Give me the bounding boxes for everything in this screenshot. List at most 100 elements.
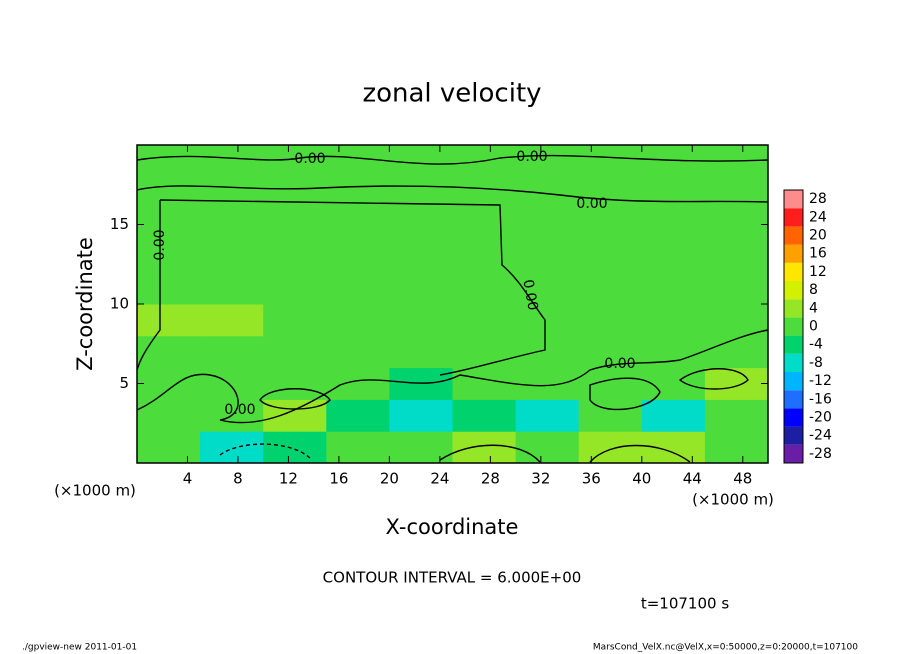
cell xyxy=(326,304,390,337)
cell xyxy=(578,399,643,432)
cell xyxy=(389,335,453,369)
colorbar-label: -20 xyxy=(809,410,832,426)
colorbar-box xyxy=(784,317,803,336)
cell xyxy=(326,208,390,241)
cell xyxy=(263,272,327,305)
contour-interval: CONTOUR INTERVAL = 6.000E+00 xyxy=(323,569,582,587)
cell xyxy=(641,335,706,369)
y-tick-label: 10 xyxy=(110,295,129,313)
cell xyxy=(200,272,264,305)
colorbar-box xyxy=(784,444,803,463)
cell xyxy=(326,431,390,464)
x-tick-label: 36 xyxy=(582,470,601,488)
cell xyxy=(200,335,264,369)
contour-label: 0.00 xyxy=(152,229,168,260)
x-tick-label: 20 xyxy=(380,470,399,488)
cell xyxy=(452,304,517,337)
cell xyxy=(137,335,201,369)
cell xyxy=(578,176,643,210)
x-unit: (×1000 m) xyxy=(692,491,774,509)
colorbar-box xyxy=(784,262,803,281)
cell xyxy=(578,145,643,178)
contour-line xyxy=(439,444,541,463)
colorbar-box xyxy=(784,426,803,445)
contour-line xyxy=(136,154,769,165)
cell xyxy=(704,240,769,273)
colorbar-label: -16 xyxy=(809,391,832,407)
x-tick-label: 4 xyxy=(183,470,193,488)
contour-line xyxy=(219,443,311,459)
colorbar-box xyxy=(784,244,803,263)
cell xyxy=(200,208,264,241)
cell xyxy=(704,208,769,241)
cell xyxy=(641,304,706,337)
contour-line xyxy=(136,329,769,424)
cell xyxy=(578,304,643,337)
contour-label: 0.00 xyxy=(294,151,325,167)
contours xyxy=(136,154,769,463)
x-tick-label: 12 xyxy=(279,470,298,488)
colorbar: -28 -24 -20 -16 -12 -8 -4 0 4 8 12 16 20 24 28 xyxy=(783,189,832,464)
cell xyxy=(263,367,327,400)
cell xyxy=(515,335,580,369)
cell xyxy=(515,367,580,400)
contour-labels: 0.00 0.00 0.00 0.00 0.00 0.00 0.00 xyxy=(152,149,636,418)
cell xyxy=(452,431,517,464)
cell xyxy=(326,240,390,273)
cell xyxy=(389,431,453,464)
contour-line xyxy=(259,388,331,410)
colorbar-box xyxy=(784,299,803,318)
y-tick-label: 5 xyxy=(119,374,129,392)
footer-right: MarsCond_VelX.nc@VelX,x=0:50000,z=0:2000… xyxy=(593,643,858,653)
cell xyxy=(200,367,264,400)
cell xyxy=(452,240,517,273)
colorbar-label: 12 xyxy=(809,264,827,280)
colorbar-label: 28 xyxy=(809,191,827,207)
cell xyxy=(704,304,769,337)
cell xyxy=(263,176,327,210)
cell xyxy=(641,176,706,210)
contour-label: 0.00 xyxy=(576,196,607,212)
x-tick-label: 44 xyxy=(683,470,702,488)
colorbar-label: 4 xyxy=(809,300,818,316)
cell xyxy=(704,399,769,432)
contour-line xyxy=(136,200,161,371)
cell xyxy=(578,431,643,464)
colorbar-box xyxy=(784,408,803,427)
cell xyxy=(137,208,201,241)
cell xyxy=(326,272,390,305)
x-tick-label: 8 xyxy=(233,470,243,488)
cell xyxy=(200,240,264,273)
colorbar-label: 0 xyxy=(809,319,818,335)
x-axis-label: X-coordinate xyxy=(386,515,519,539)
cell xyxy=(389,208,453,241)
contour-line xyxy=(678,368,749,390)
cell xyxy=(704,335,769,369)
cell xyxy=(578,367,643,400)
cell xyxy=(263,431,327,464)
cell xyxy=(200,176,264,210)
cell xyxy=(641,240,706,273)
x-tick-label: 16 xyxy=(329,470,348,488)
cell xyxy=(326,367,390,400)
cell xyxy=(704,272,769,305)
cell xyxy=(137,240,201,273)
cell xyxy=(200,145,264,178)
contour-line xyxy=(589,444,691,463)
colorbar-box xyxy=(784,281,803,300)
colorbar-box xyxy=(784,335,803,354)
chart-title: zonal velocity xyxy=(362,79,541,109)
cell xyxy=(200,431,264,464)
colorbar-label: -4 xyxy=(809,337,823,353)
x-unit: (×1000 m) xyxy=(54,482,136,500)
contour-label: 0.00 xyxy=(519,278,540,311)
contour-line xyxy=(589,377,661,411)
cell xyxy=(389,145,453,178)
colorbar-label: -12 xyxy=(809,373,832,389)
cell xyxy=(515,272,580,305)
cell xyxy=(452,399,517,432)
cell xyxy=(704,176,769,210)
cell xyxy=(704,367,769,400)
